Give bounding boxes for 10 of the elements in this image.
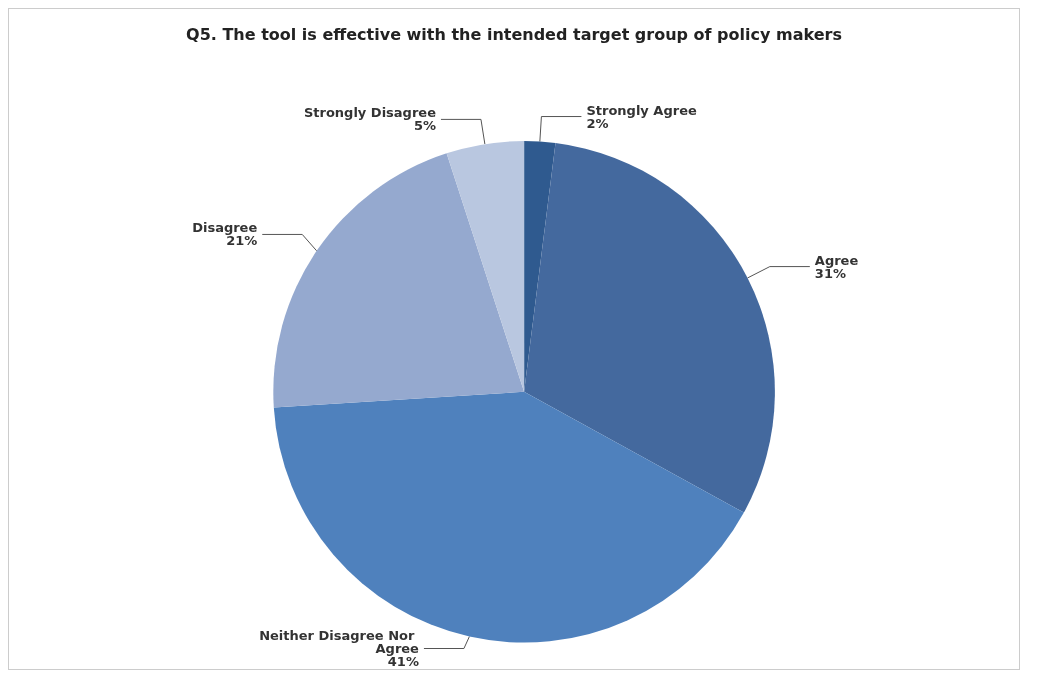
chart-title: Q5. The tool is effective with the intended target group of policy makers [186, 24, 842, 44]
slice-label: Neither Disagree Nor Agree [259, 628, 420, 656]
data-label: 5% [413, 118, 436, 134]
slice-label: Strongly Agree [586, 102, 697, 118]
slice-label: Strongly Disagree [303, 105, 437, 121]
data-label: 2% [586, 115, 609, 131]
slice-label: Agree [814, 252, 859, 268]
data-label: 41% [387, 654, 419, 669]
data-label: 31% [814, 265, 846, 281]
slice-label: Disagree [192, 220, 258, 236]
